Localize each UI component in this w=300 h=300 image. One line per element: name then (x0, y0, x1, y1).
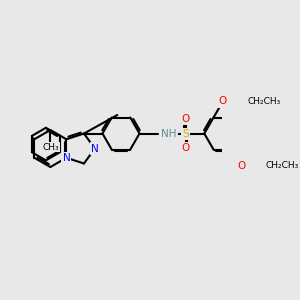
Text: N: N (62, 153, 70, 163)
Text: O: O (182, 114, 190, 124)
Text: CH₃: CH₃ (42, 142, 59, 152)
Text: O: O (219, 97, 227, 106)
Text: O: O (237, 160, 245, 171)
Text: CH₂CH₃: CH₂CH₃ (247, 97, 280, 106)
Text: CH₂CH₃: CH₂CH₃ (266, 161, 299, 170)
Text: O: O (182, 143, 190, 153)
Text: N: N (91, 143, 99, 154)
Text: S: S (182, 128, 189, 139)
Text: NH: NH (161, 128, 176, 139)
